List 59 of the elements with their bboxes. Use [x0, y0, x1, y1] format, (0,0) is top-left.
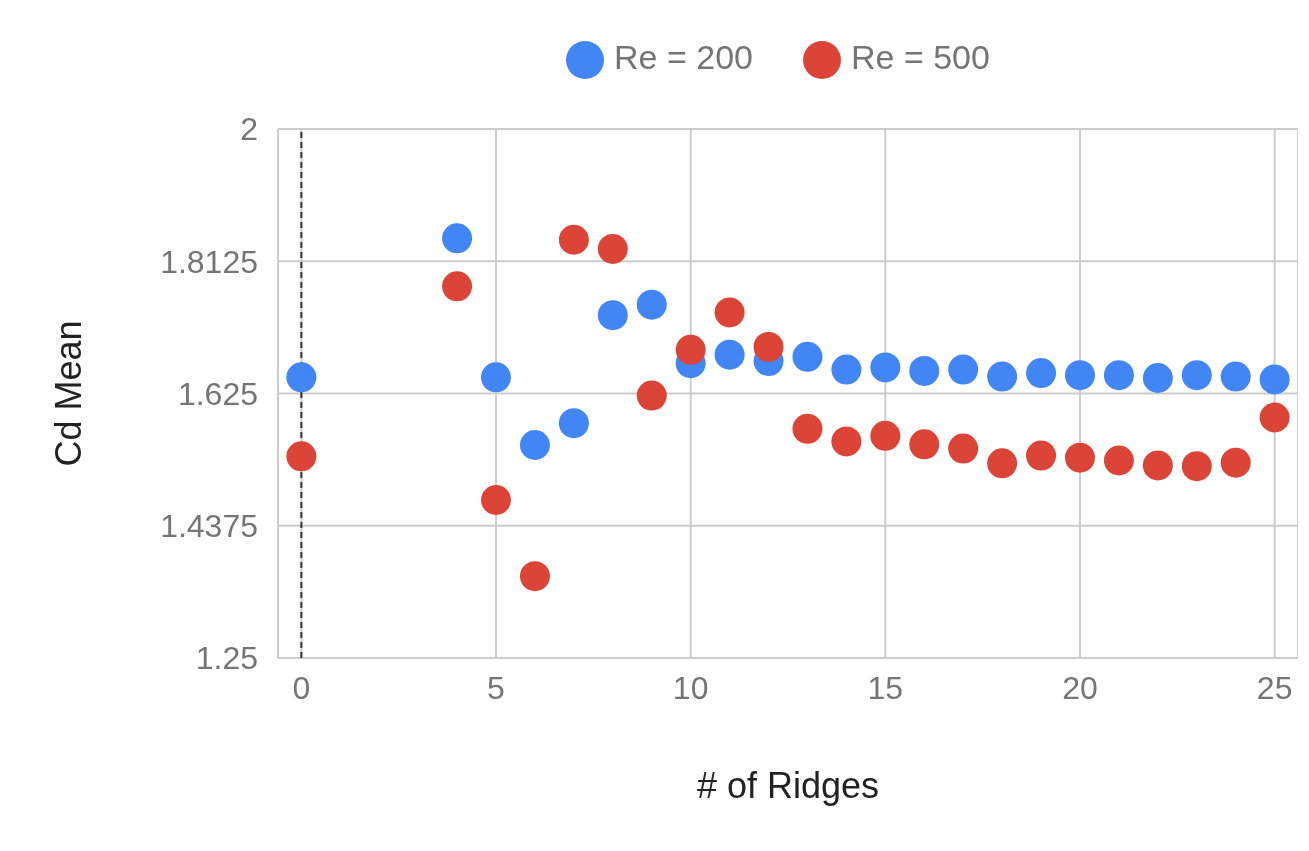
point — [987, 361, 1018, 392]
point — [558, 224, 589, 255]
point — [519, 561, 550, 592]
point — [1026, 440, 1057, 471]
point — [1220, 447, 1251, 478]
y-tick-label: 1.625 — [177, 375, 258, 412]
point — [597, 233, 628, 264]
point — [1064, 442, 1095, 473]
point — [1142, 362, 1173, 393]
point — [714, 339, 745, 370]
point — [909, 355, 940, 386]
point — [481, 362, 512, 393]
point — [1181, 451, 1212, 482]
y-tick-label: 1.8125 — [160, 243, 258, 280]
point — [519, 430, 550, 460]
x-tick-label: 0 — [292, 669, 311, 706]
point — [753, 331, 784, 362]
point — [558, 408, 589, 439]
point — [1064, 360, 1095, 391]
point — [597, 300, 628, 331]
point — [831, 354, 862, 385]
x-tick-label: 15 — [867, 669, 904, 706]
point — [948, 433, 979, 464]
point — [636, 289, 667, 320]
y-axis-title: Cd Mean — [47, 320, 89, 467]
x-axis-title: # of Ridges — [696, 765, 880, 806]
point — [831, 426, 862, 457]
point — [286, 362, 317, 393]
point — [1220, 361, 1251, 392]
x-tick-label: 20 — [1062, 669, 1098, 706]
point — [870, 352, 901, 383]
x-tick-label: 10 — [672, 669, 709, 706]
point — [1181, 360, 1212, 391]
y-tick-label: 1.4375 — [160, 508, 258, 545]
legend-label: Re = 500 — [851, 38, 990, 76]
point — [792, 341, 823, 372]
point — [1103, 360, 1134, 391]
point — [1259, 402, 1290, 433]
point — [714, 297, 745, 328]
point — [481, 485, 512, 516]
point — [442, 223, 473, 254]
x-tick-label: 5 — [487, 669, 505, 706]
point — [909, 429, 940, 460]
y-tick-label: 2 — [240, 111, 258, 148]
point — [1026, 358, 1057, 389]
x-tick-label: 25 — [1256, 669, 1293, 706]
point — [1142, 450, 1173, 481]
point — [442, 271, 473, 302]
point — [675, 334, 706, 365]
point — [987, 448, 1018, 479]
point — [792, 413, 823, 444]
point — [1103, 445, 1134, 476]
y-tick-label: 1.25 — [195, 640, 258, 677]
legend-label: Re = 200 — [614, 38, 753, 76]
point — [636, 380, 667, 411]
point — [948, 354, 979, 385]
point — [1259, 364, 1290, 395]
point — [870, 420, 901, 451]
point — [286, 441, 317, 472]
